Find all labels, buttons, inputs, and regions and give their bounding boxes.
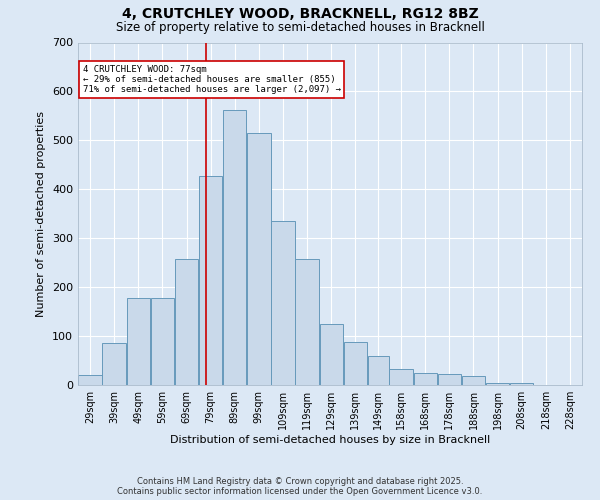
Bar (271, 221, 295, 385)
Bar (103, 344, 126, 385)
Text: Contains HM Land Registry data © Crown copyright and database right 2025.
Contai: Contains HM Land Registry data © Crown c… (118, 476, 482, 496)
Bar (127, 298, 150, 385)
Text: 4, CRUTCHLEY WOOD, BRACKNELL, RG12 8BZ: 4, CRUTCHLEY WOOD, BRACKNELL, RG12 8BZ (122, 8, 478, 22)
Title: 4, CRUTCHLEY WOOD, BRACKNELL, RG12 8BZ
Size of property relative to semi-detache: 4, CRUTCHLEY WOOD, BRACKNELL, RG12 8BZ S… (0, 499, 1, 500)
Bar (486, 382, 509, 385)
Bar (389, 370, 413, 385)
Bar (344, 342, 367, 385)
Bar (462, 376, 485, 385)
Text: Size of property relative to semi-detached houses in Bracknell: Size of property relative to semi-detach… (116, 21, 484, 34)
Text: 4 CRUTCHLEY WOOD: 77sqm
← 29% of semi-detached houses are smaller (855)
71% of s: 4 CRUTCHLEY WOOD: 77sqm ← 29% of semi-de… (83, 64, 341, 94)
X-axis label: Distribution of semi-detached houses by size in Bracknell: Distribution of semi-detached houses by … (170, 435, 490, 445)
Bar (510, 382, 533, 385)
Bar (413, 373, 437, 385)
Bar (295, 260, 319, 385)
Bar (223, 110, 247, 385)
Bar (175, 259, 198, 385)
Bar (368, 356, 389, 385)
Bar (247, 132, 271, 385)
Bar (79, 375, 102, 385)
Bar (199, 176, 223, 385)
Bar (151, 298, 174, 385)
Bar (437, 374, 461, 385)
Y-axis label: Number of semi-detached properties: Number of semi-detached properties (37, 111, 46, 317)
Bar (320, 324, 343, 385)
